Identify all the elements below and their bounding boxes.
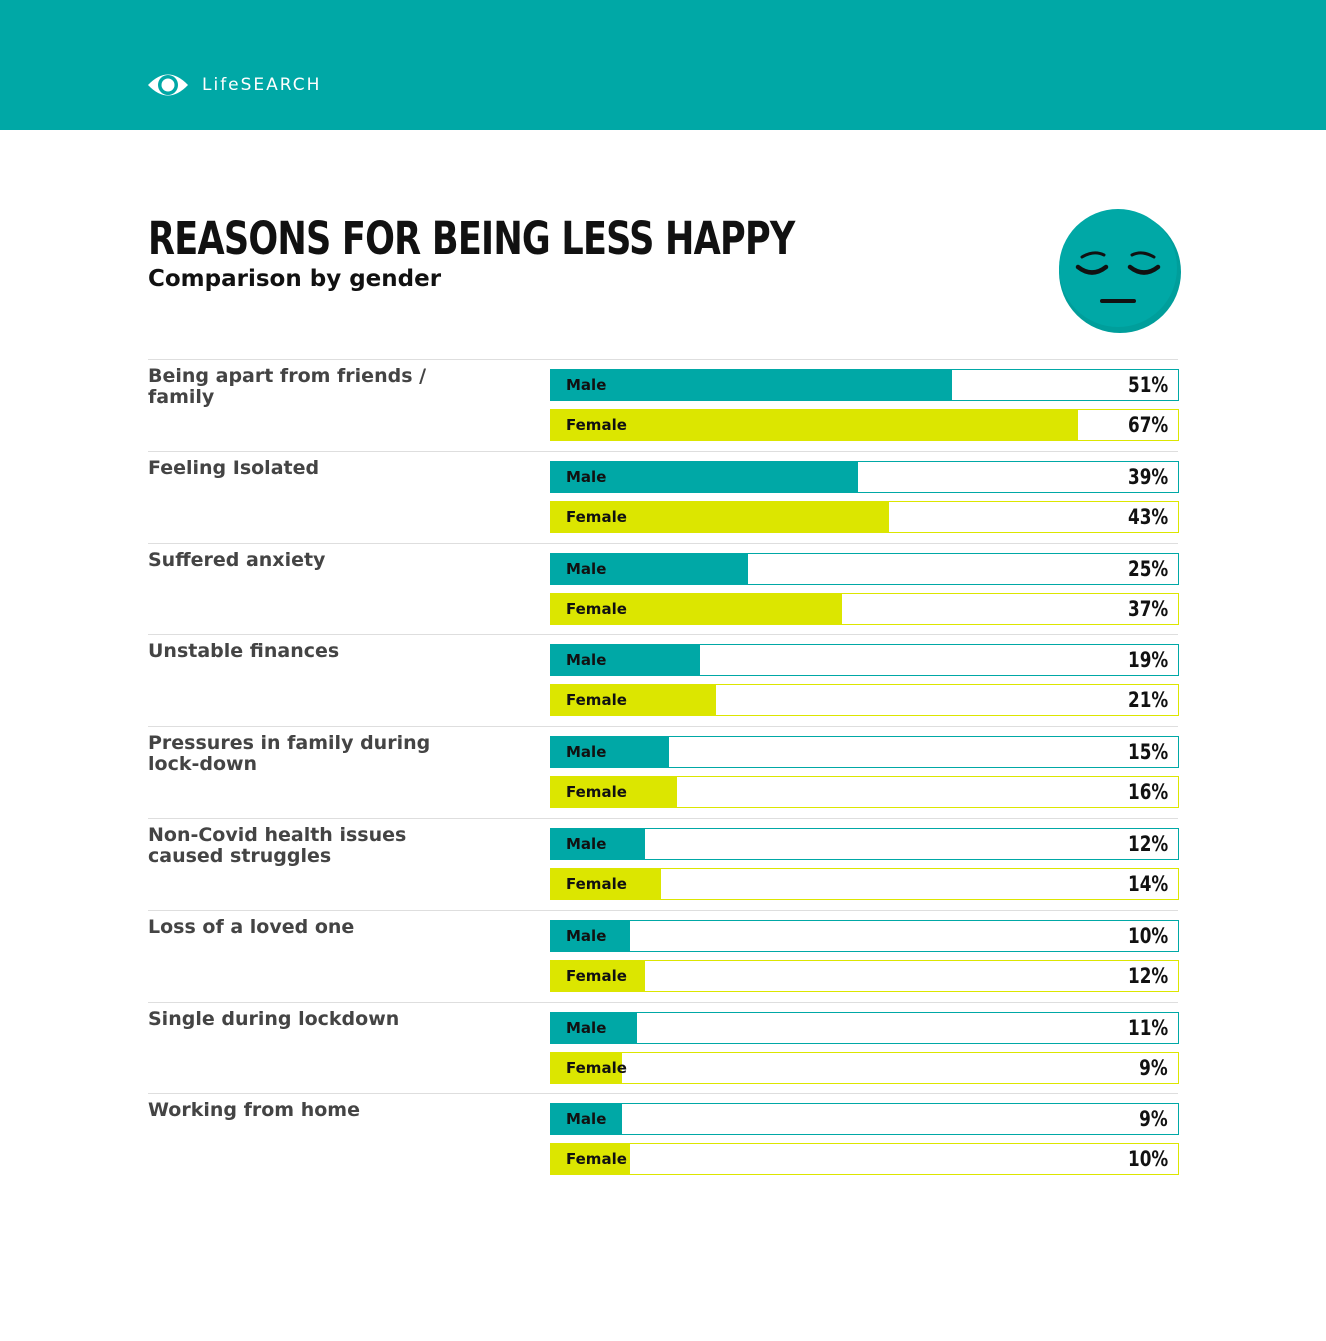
female-bar-fill: [551, 685, 716, 715]
series-label: Female: [566, 783, 627, 801]
category-label: Non-Covid health issues caused struggles: [148, 824, 407, 867]
row-divider: [148, 726, 1178, 727]
male-bar: Male 15%: [550, 736, 1179, 768]
male-bar: Male 51%: [550, 369, 1179, 401]
series-label: Female: [566, 416, 627, 434]
series-label: Male: [566, 1110, 607, 1128]
row-divider: [148, 543, 1178, 544]
male-bar-fill: [551, 554, 748, 584]
series-label: Male: [566, 376, 607, 394]
male-bar-fill: [551, 370, 952, 400]
value-label: 10%: [1127, 1147, 1168, 1171]
value-label: 14%: [1127, 872, 1168, 896]
category-label: Unstable finances: [148, 640, 340, 662]
category-label: Being apart from friends / family: [148, 365, 427, 408]
brand-logo[interactable]: LifeSEARCH: [146, 68, 321, 102]
female-bar-fill: [551, 869, 661, 899]
female-bar-fill: [551, 502, 889, 532]
series-label: Male: [566, 651, 607, 669]
series-label: Male: [566, 468, 607, 486]
eye-logo-icon: [146, 68, 190, 102]
brand-name: LifeSEARCH: [202, 75, 322, 95]
female-bar: Female 12%: [550, 960, 1179, 992]
value-label: 67%: [1127, 413, 1168, 437]
category-label: Working from home: [148, 1099, 360, 1121]
female-bar: Female 21%: [550, 684, 1179, 716]
value-label: 12%: [1127, 964, 1168, 988]
chart-subtitle: Comparison by gender: [148, 266, 442, 292]
series-label: Male: [566, 927, 607, 945]
series-label: Male: [566, 835, 607, 853]
series-label: Female: [566, 691, 627, 709]
row-divider: [148, 910, 1178, 911]
value-label: 15%: [1127, 740, 1168, 764]
value-label: 19%: [1127, 648, 1168, 672]
male-bar: Male 11%: [550, 1012, 1179, 1044]
series-label: Female: [566, 1150, 627, 1168]
row-divider: [148, 451, 1178, 452]
value-label: 9%: [1139, 1107, 1168, 1131]
value-label: 39%: [1127, 465, 1168, 489]
series-label: Female: [566, 1059, 627, 1077]
category-label: Feeling Isolated: [148, 457, 320, 479]
series-label: Male: [566, 1019, 607, 1037]
top-banner: LifeSEARCH: [0, 0, 1326, 130]
female-bar: Female 43%: [550, 501, 1179, 533]
value-label: 37%: [1127, 597, 1168, 621]
male-bar: Male 9%: [550, 1103, 1179, 1135]
category-label: Suffered anxiety: [148, 549, 326, 571]
series-label: Female: [566, 508, 627, 526]
series-label: Female: [566, 600, 627, 618]
female-bar-fill: [551, 1144, 630, 1174]
value-label: 11%: [1127, 1016, 1168, 1040]
pensive-face-icon: [1056, 208, 1184, 341]
male-bar: Male 12%: [550, 828, 1179, 860]
category-label: Loss of a loved one: [148, 916, 355, 938]
female-bar-fill: [551, 410, 1078, 440]
row-divider: [148, 1002, 1178, 1003]
male-bar-fill: [551, 645, 700, 675]
male-bar-fill: [551, 462, 858, 492]
value-label: 21%: [1127, 688, 1168, 712]
row-divider: [148, 634, 1178, 635]
series-label: Male: [566, 560, 607, 578]
row-divider: [148, 359, 1178, 360]
male-bar-fill: [551, 829, 645, 859]
value-label: 10%: [1127, 924, 1168, 948]
value-label: 12%: [1127, 832, 1168, 856]
row-divider: [148, 818, 1178, 819]
row-divider: [148, 1093, 1178, 1094]
male-bar-fill: [551, 1104, 622, 1134]
category-label: Single during lockdown: [148, 1008, 400, 1030]
male-bar: Male 10%: [550, 920, 1179, 952]
female-bar: Female 9%: [550, 1052, 1179, 1084]
male-bar: Male 39%: [550, 461, 1179, 493]
female-bar-fill: [551, 1053, 622, 1083]
value-label: 43%: [1127, 505, 1168, 529]
series-label: Male: [566, 743, 607, 761]
value-label: 16%: [1127, 780, 1168, 804]
series-label: Female: [566, 967, 627, 985]
male-bar-fill: [551, 1013, 637, 1043]
male-bar-fill: [551, 737, 669, 767]
value-label: 25%: [1127, 557, 1168, 581]
male-bar-fill: [551, 921, 630, 951]
female-bar: Female 14%: [550, 868, 1179, 900]
value-label: 51%: [1127, 373, 1168, 397]
chart-title: REASONS FOR BEING LESS HAPPY: [148, 212, 795, 265]
female-bar-fill: [551, 777, 677, 807]
male-bar: Male 19%: [550, 644, 1179, 676]
female-bar-fill: [551, 961, 645, 991]
category-label: Pressures in family during lock-down: [148, 732, 431, 775]
female-bar: Female 37%: [550, 593, 1179, 625]
female-bar: Female 16%: [550, 776, 1179, 808]
female-bar: Female 67%: [550, 409, 1179, 441]
value-label: 9%: [1139, 1056, 1168, 1080]
series-label: Female: [566, 875, 627, 893]
female-bar: Female 10%: [550, 1143, 1179, 1175]
male-bar: Male 25%: [550, 553, 1179, 585]
female-bar-fill: [551, 594, 842, 624]
